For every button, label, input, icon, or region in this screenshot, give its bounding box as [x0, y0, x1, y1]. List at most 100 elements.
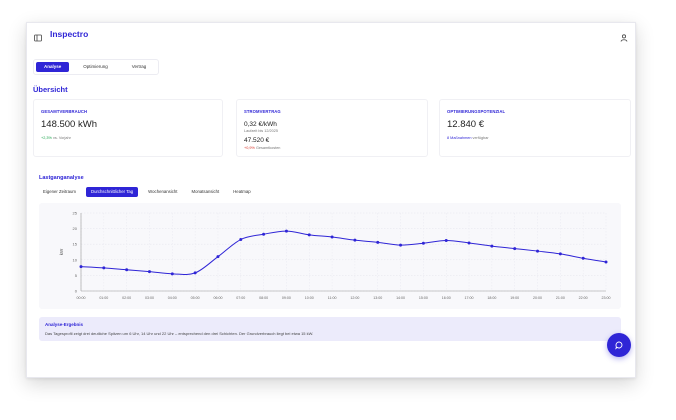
card-change: +0,9% Gesamtkosten: [244, 146, 280, 150]
x-tick-label: 16:00: [442, 296, 451, 300]
data-point: [467, 241, 471, 245]
x-tick-label: 19:00: [510, 296, 519, 300]
data-point: [79, 265, 83, 269]
data-point: [490, 244, 494, 248]
user-icon[interactable]: [619, 30, 629, 42]
x-tick-label: 17:00: [465, 296, 474, 300]
data-point: [353, 238, 357, 242]
subtab-week-view[interactable]: Wochenansicht: [148, 189, 178, 194]
change-value: +2,3%: [41, 136, 52, 140]
card-value: 148.500 kWh: [41, 119, 97, 130]
overview-title: Übersicht: [33, 85, 68, 94]
x-tick-label: 09:00: [282, 296, 291, 300]
x-tick-label: 01:00: [99, 296, 108, 300]
data-point: [262, 232, 266, 236]
tab-analyse[interactable]: Analyse: [36, 62, 70, 72]
subtab-heatmap[interactable]: Heatmap: [233, 189, 251, 194]
x-tick-label: 23:00: [602, 296, 611, 300]
x-tick-label: 05:00: [191, 296, 200, 300]
data-point: [376, 240, 380, 244]
card-value: 12.840 €: [447, 119, 484, 130]
x-tick-label: 13:00: [373, 296, 382, 300]
x-tick-label: 06:00: [213, 296, 222, 300]
data-point: [399, 243, 403, 247]
measures-count[interactable]: 8 Maßnahmen: [447, 136, 472, 140]
card-note: 8 Maßnahmen verfügbar: [447, 136, 489, 140]
series-line: [80, 230, 607, 276]
subtab-month-view[interactable]: Monatsansicht: [191, 189, 220, 194]
card-label: OPTIMIERUNGSPOTENZIAL: [447, 109, 506, 114]
card-label: GESAMTVERBRAUCH: [41, 109, 88, 114]
x-tick-label: 20:00: [533, 296, 542, 300]
data-point: [558, 252, 562, 256]
data-point: [239, 238, 243, 242]
data-point: [193, 271, 197, 275]
result-text: Das Tagesprofil zeigt drei deutliche Spi…: [45, 331, 314, 336]
card-label: STROMVERTRAG: [244, 109, 281, 114]
x-tick-label: 08:00: [259, 296, 268, 300]
x-tick-label: 02:00: [122, 296, 131, 300]
data-point: [102, 266, 106, 270]
y-axis-label: kW: [59, 248, 64, 255]
sidebar-toggle-icon[interactable]: [33, 30, 43, 42]
x-tick-label: 00:00: [77, 296, 86, 300]
load-analysis-title: Lastganganalyse: [39, 175, 84, 181]
data-point: [170, 272, 174, 276]
tab-vertrag[interactable]: Vertrag: [131, 64, 147, 69]
y-tick-label: 25: [73, 211, 78, 216]
x-tick-label: 10:00: [305, 296, 314, 300]
x-tick-label: 12:00: [350, 296, 359, 300]
card-value-secondary: 47.520 €: [244, 137, 270, 144]
subtab-custom-period[interactable]: Eigener Zeitraum: [43, 189, 76, 194]
x-tick-label: 22:00: [579, 296, 588, 300]
y-tick-label: 0: [75, 289, 78, 294]
card-change: +2,3% vs. Vorjahr: [41, 136, 71, 140]
load-chart-svg: 0 5 10 15 20 25 00:00 01:00 02:00 03:00 04:00 05:00…: [59, 211, 611, 301]
data-point: [216, 255, 220, 259]
card-note: Laufzeit bis 12/2025: [244, 129, 278, 133]
x-tick-label: 18:00: [487, 296, 496, 300]
data-point: [330, 235, 334, 239]
data-point: [147, 270, 151, 274]
kpi-cards: GESAMTVERBRAUCH 148.500 kWh +2,3% vs. Vo…: [33, 99, 631, 157]
tab-optimierung[interactable]: Optimierung: [83, 64, 108, 69]
x-tick-label: 07:00: [236, 296, 245, 300]
x-tick-label: 11:00: [328, 296, 337, 300]
analysis-result: Analyse-Ergebnis Das Tagesprofil zeigt d…: [39, 317, 621, 341]
data-point: [536, 249, 540, 253]
chat-icon: [615, 341, 623, 350]
card-total-consumption: GESAMTVERBRAUCH 148.500 kWh +2,3% vs. Vo…: [33, 99, 223, 157]
data-point: [581, 256, 585, 260]
data-point: [604, 260, 608, 264]
x-tick-label: 21:00: [556, 296, 565, 300]
x-tick-label: 03:00: [145, 296, 154, 300]
x-tick-label: 15:00: [419, 296, 428, 300]
chat-button[interactable]: [607, 333, 631, 357]
app-window: Inspectro Analyse Optimierung Vertrag Üb…: [26, 22, 636, 378]
top-bar: Inspectro: [27, 23, 635, 47]
card-electricity-contract: STROMVERTRAG 0,32 €/kWh Laufzeit bis 12/…: [236, 99, 428, 157]
data-point: [421, 241, 425, 245]
change-value: +0,9%: [244, 146, 255, 150]
change-note: Gesamtkosten: [255, 146, 281, 150]
measures-note: verfügbar: [472, 136, 489, 140]
data-point: [284, 229, 288, 233]
y-tick-label: 20: [73, 226, 78, 231]
x-tick-label: 04:00: [168, 296, 177, 300]
y-tick-label: 15: [73, 242, 78, 247]
change-note: vs. Vorjahr: [52, 136, 71, 140]
data-point: [307, 233, 311, 237]
result-title: Analyse-Ergebnis: [45, 322, 84, 327]
app-title: Inspectro: [50, 29, 89, 39]
card-value: 0,32 €/kWh: [244, 121, 277, 128]
data-point: [125, 268, 129, 272]
subtab-average-day[interactable]: Durchschnittlicher Tag: [85, 187, 139, 197]
data-point: [513, 247, 517, 251]
y-tick-label: 10: [73, 257, 78, 262]
card-optimization-potential: OPTIMIERUNGSPOTENZIAL 12.840 € 8 Maßnahm…: [439, 99, 631, 157]
load-chart: 0 5 10 15 20 25 00:00 01:00 02:00 03:00 04:00 05:00…: [39, 203, 621, 309]
y-tick-label: 5: [75, 273, 78, 278]
data-point: [444, 238, 448, 242]
load-analysis-tabs: Eigener Zeitraum Durchschnittlicher Tag …: [39, 187, 255, 197]
main-tabs: Analyse Optimierung Vertrag: [33, 59, 160, 75]
